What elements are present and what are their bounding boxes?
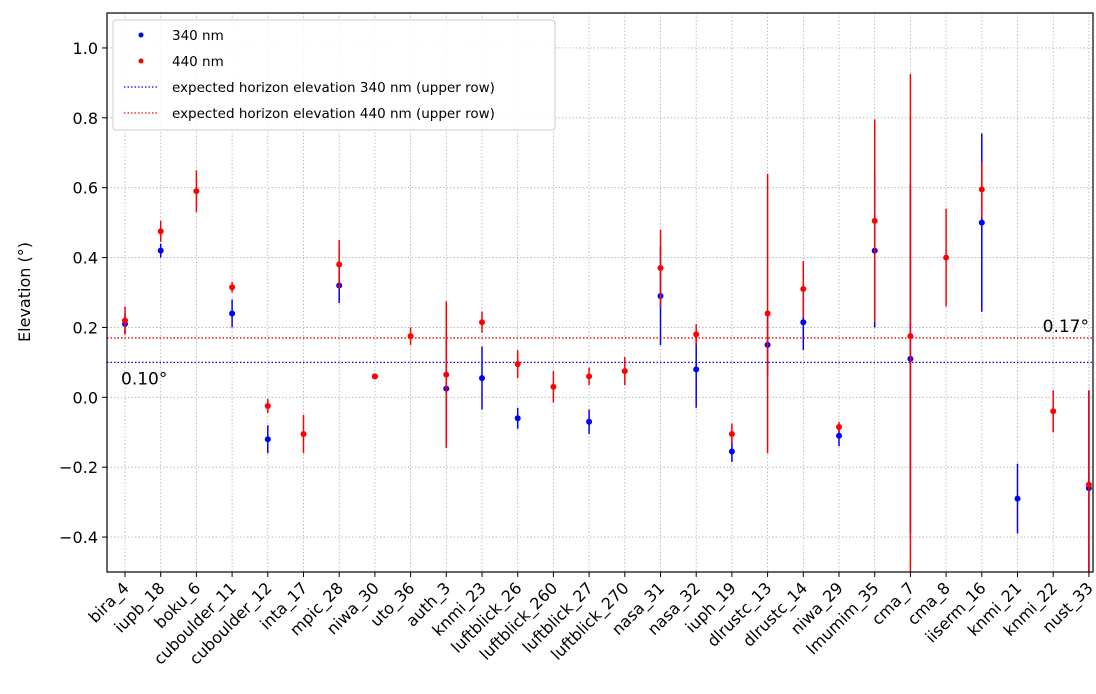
data-point: [836, 424, 842, 431]
data-point: [978, 219, 985, 226]
legend-label: expected horizon elevation 340 nm (upper…: [172, 80, 495, 96]
legend-marker: [138, 58, 144, 64]
data-point: [907, 333, 914, 340]
y-tick-label: 0.4: [73, 249, 98, 268]
data-point: [550, 383, 557, 390]
legend-marker: [138, 32, 144, 38]
data-point: [336, 261, 343, 268]
y-tick-label: −0.4: [59, 528, 98, 547]
data-point: [836, 432, 842, 439]
data-point: [657, 265, 664, 272]
data-point: [728, 430, 735, 437]
legend-label: 340 nm: [172, 28, 224, 44]
data-point: [371, 373, 378, 380]
axes-frame: [106, 12, 1094, 573]
data-point: [264, 436, 271, 443]
data-point: [1085, 481, 1092, 488]
y-tick-label: 0.6: [73, 179, 98, 198]
data-point: [157, 228, 164, 235]
data-point: [1050, 408, 1057, 415]
legend-box: [112, 19, 556, 131]
reference-label: 0.17°: [1043, 317, 1089, 337]
data-point: [122, 317, 128, 324]
data-point: [764, 310, 771, 317]
y-tick-label: −0.2: [59, 458, 98, 477]
legend-label: expected horizon elevation 440 nm (upper…: [172, 106, 495, 122]
plot-area: [107, 74, 1093, 572]
data-point: [407, 333, 414, 340]
data-point: [728, 448, 735, 455]
data-point: [586, 373, 593, 380]
legend-label: 440 nm: [172, 54, 224, 70]
reference-label: 0.10°: [121, 369, 167, 389]
data-point: [693, 331, 700, 338]
data-point: [800, 286, 807, 293]
data-point: [193, 188, 200, 195]
data-point: [693, 366, 700, 373]
y-tick-label: 1.0: [73, 39, 98, 58]
data-point: [157, 247, 164, 254]
data-point: [229, 284, 236, 291]
data-point: [264, 403, 271, 410]
data-point: [514, 415, 521, 422]
data-point: [943, 254, 950, 261]
data-point: [800, 319, 807, 326]
y-tick-label: 0.0: [73, 388, 98, 407]
y-tick-label: 0.2: [73, 318, 98, 337]
y-tick-label: 0.8: [73, 109, 98, 128]
data-point: [443, 371, 450, 378]
data-point: [621, 368, 628, 375]
data-point: [978, 186, 985, 193]
data-point: [871, 217, 878, 224]
data-point: [229, 310, 236, 317]
legend: 340 nm 440 nm expected horizon elevation 3…: [112, 19, 556, 131]
data-point: [300, 430, 307, 437]
y-axis-label: Elevation (°): [15, 242, 34, 342]
data-point: [1014, 495, 1021, 502]
data-point: [514, 361, 521, 368]
data-point: [586, 418, 593, 425]
data-point: [479, 375, 485, 382]
data-point: [479, 319, 485, 326]
